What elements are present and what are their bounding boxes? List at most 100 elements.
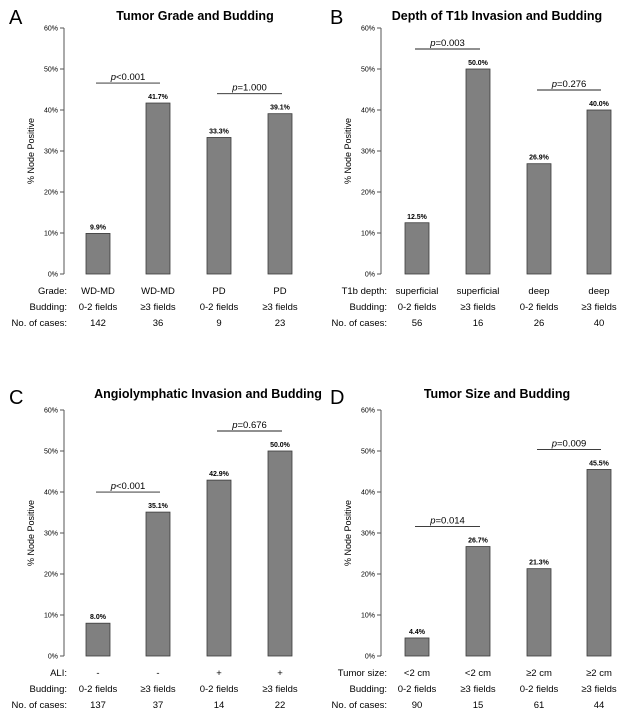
y-tick-label: 10% [44,231,58,238]
panel-letter: B [330,7,343,29]
x-category-label: 56 [412,318,423,329]
y-tick-label: 10% [44,613,58,620]
bar [586,109,612,275]
y-tick-label: 60% [44,408,58,415]
data-label: 41.7% [148,94,169,101]
p-value-label: p=0.003 [429,38,465,49]
x-category-label: ≥3 fields [140,684,176,695]
bar [145,511,171,657]
data-label: 50.0% [468,60,489,67]
x-category-label: ≥3 fields [581,302,617,313]
p-value-label: p=0.014 [429,516,465,527]
bar [85,622,111,657]
x-category-label: - [96,668,99,679]
y-axis-label: % Node Positive [26,500,36,566]
row-label: T1b depth: [342,286,387,297]
row-label: No. of cases: [12,700,67,711]
bar [465,68,491,275]
data-label: 42.9% [209,471,230,478]
x-category-label: 0-2 fields [79,302,118,313]
data-label: 21.3% [529,560,550,567]
panel-d: D Tumor Size and Budding 0% 10% 20% 30% 40% 50%… [330,387,617,711]
row-label: Grade: [38,286,67,297]
x-category-label: ≥3 fields [262,302,298,313]
y-tick-label: 30% [361,531,375,538]
data-label: 8.0% [90,614,107,621]
data-label: 9.9% [90,224,107,231]
x-category-label: 0-2 fields [398,302,437,313]
x-category-label: 16 [473,318,484,329]
row-label: No. of cases: [332,700,387,711]
y-tick-label: 0% [365,272,375,279]
bar [526,568,552,657]
chart-title: Angiolymphatic Invasion and Budding [94,387,322,401]
bar [85,233,111,275]
bar [145,102,171,275]
bar [206,479,232,657]
data-label: 26.9% [529,155,550,162]
y-tick-label: 0% [365,654,375,661]
y-tick-label: 20% [361,190,375,197]
y-axis-label: % Node Positive [26,118,36,184]
y-axis-label: % Node Positive [343,118,353,184]
y-tick-label: 50% [361,67,375,74]
data-label: 33.3% [209,128,230,135]
x-category-label: ≥3 fields [140,302,176,313]
x-category-label: 37 [153,700,164,711]
y-tick-label: 40% [361,490,375,497]
bar [206,137,232,275]
y-tick-label: 40% [44,108,58,115]
x-category-label: + [277,668,283,679]
bar [465,546,491,657]
chart-title: Tumor Size and Budding [424,387,570,401]
y-tick-label: 30% [44,531,58,538]
x-category-label: + [216,668,222,679]
x-category-label: PD [212,286,225,297]
chart-title: Depth of T1b Invasion and Budding [392,9,602,23]
data-label: 12.5% [407,214,428,221]
y-tick-label: 10% [361,231,375,238]
panel-letter: A [9,7,23,29]
x-category-label: PD [273,286,286,297]
bar [267,450,293,657]
panel-c: C Angiolymphatic Invasion and Budding 0% 10… [9,387,322,711]
x-category-label: 137 [90,700,106,711]
bar [586,469,612,657]
row-label: Budding: [29,684,67,695]
x-category-label: - [156,668,159,679]
data-label: 39.1% [270,105,291,112]
y-tick-label: 40% [44,490,58,497]
x-category-label: 0-2 fields [520,684,559,695]
x-category-label: ≥2 cm [586,668,612,679]
bar [526,163,552,275]
y-tick-label: 50% [44,449,58,456]
y-tick-label: 60% [361,408,375,415]
x-category-label: 90 [412,700,423,711]
row-label: Budding: [349,684,387,695]
bar [404,637,430,657]
row-label: No. of cases: [332,318,387,329]
row-label: Budding: [29,302,67,313]
x-category-label: 0-2 fields [79,684,118,695]
x-category-label: WD-MD [141,286,175,297]
p-value-label: p=0.009 [551,438,587,449]
row-label: Budding: [349,302,387,313]
x-category-label: ≥2 cm [526,668,552,679]
panel-b: B Depth of T1b Invasion and Budding 0% 10% 2… [330,7,617,329]
data-label: 26.7% [468,538,489,545]
y-tick-label: 60% [44,26,58,33]
p-value-label: p<0.001 [110,481,146,492]
x-category-label: deep [528,286,549,297]
p-value-label: p=0.676 [231,420,267,431]
x-category-label: 14 [214,700,225,711]
x-category-label: 26 [534,318,545,329]
y-tick-label: 0% [48,272,58,279]
x-category-label: 0-2 fields [398,684,437,695]
bar [267,113,293,275]
row-label: No. of cases: [12,318,67,329]
x-category-label: <2 cm [465,668,491,679]
x-category-label: 142 [90,318,106,329]
chart-title: Tumor Grade and Budding [116,9,273,23]
